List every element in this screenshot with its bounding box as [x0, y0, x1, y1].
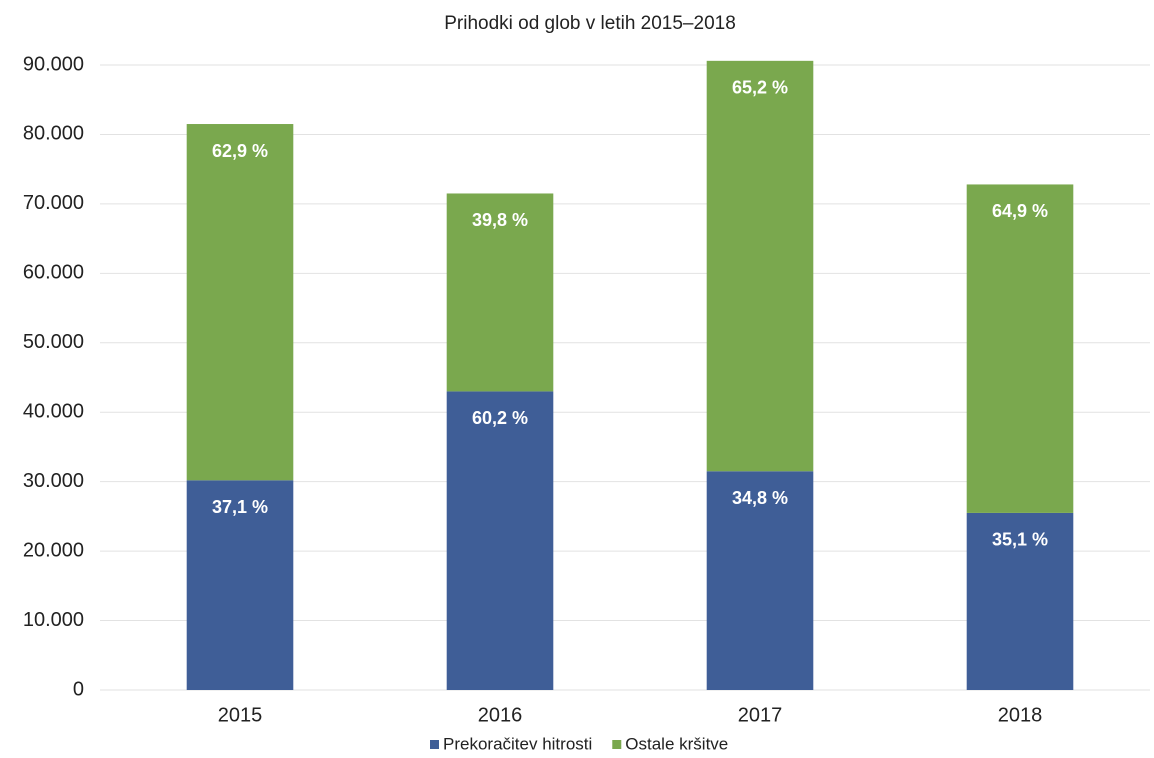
bar-segment [966, 184, 1074, 513]
x-tick-label: 2015 [218, 704, 263, 726]
y-tick-label: 40.000 [23, 401, 84, 423]
legend-label: Prekoračitev hitrosti [443, 734, 592, 753]
data-label: 65,2 % [732, 78, 788, 98]
data-label: 35,1 % [992, 530, 1048, 550]
bar-segment [966, 512, 1074, 690]
y-tick-label: 70.000 [23, 192, 84, 214]
bar-segment [706, 60, 814, 472]
legend-swatch [430, 740, 439, 749]
chart-title: Prihodki od glob v letih 2015–2018 [444, 13, 736, 34]
legend-swatch [612, 740, 622, 749]
y-tick-label: 90.000 [23, 53, 84, 75]
x-tick-label: 2016 [478, 704, 523, 726]
bar-segment [446, 391, 554, 690]
y-tick-label: 20.000 [23, 539, 84, 561]
y-tick-label: 60.000 [23, 262, 84, 284]
bar-segment [706, 471, 814, 690]
data-label: 60,2 % [472, 408, 528, 428]
bar-segment [446, 193, 554, 392]
data-label: 64,9 % [992, 201, 1048, 221]
y-tick-label: 30.000 [23, 470, 84, 492]
x-tick-label: 2018 [998, 704, 1043, 726]
y-tick-label: 10.000 [23, 609, 84, 631]
y-tick-label: 50.000 [23, 331, 84, 353]
y-tick-label: 80.000 [23, 123, 84, 145]
data-label: 34,8 % [732, 488, 788, 508]
legend-label: Ostale kršitve [625, 734, 728, 753]
y-tick-label: 0 [73, 678, 84, 700]
bar-segment [186, 480, 294, 690]
bar-segment [186, 124, 294, 481]
x-tick-label: 2017 [738, 704, 783, 726]
data-label: 39,8 % [472, 210, 528, 230]
data-label: 62,9 % [212, 141, 268, 161]
data-label: 37,1 % [212, 497, 268, 517]
